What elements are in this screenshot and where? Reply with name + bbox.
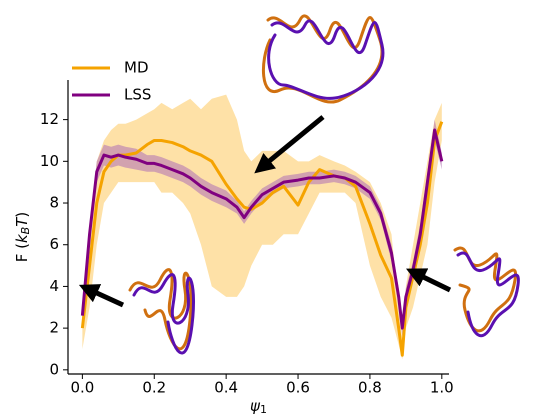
legend-label: MD — [124, 59, 149, 77]
y-axis-label: F (kBT) — [13, 212, 33, 263]
x-tick-label: 1.0 — [430, 379, 454, 397]
y-tick-label: 6 — [49, 235, 59, 253]
x-axis-label: ψ1 — [250, 397, 267, 416]
plot-area: 0 2 4 6 8 10 12 0.0 0.2 0.4 0.6 0.8 1.0 ψ1 F (kBT) MD LS… — [13, 59, 454, 416]
x-tick-label: 0.8 — [358, 379, 382, 397]
series-line — [80, 121, 444, 357]
confidence-band — [82, 119, 442, 337]
y-tick-label: 2 — [49, 319, 59, 337]
x-tick-label: 0.2 — [142, 379, 166, 397]
x-label-sub: 1 — [260, 403, 267, 416]
y-label-part: F ( — [13, 243, 31, 262]
y-label-part: k — [13, 233, 31, 243]
series-line — [80, 128, 444, 330]
arrows — [78, 115, 452, 308]
y-tick-label: 0 — [49, 360, 59, 378]
y-tick-label: 8 — [49, 194, 59, 212]
y-tick-label: 12 — [40, 110, 59, 128]
x-tick-label: 0.0 — [70, 379, 94, 397]
y-tick-label: 10 — [40, 152, 59, 170]
y-label-part: B — [19, 227, 32, 235]
x-tick-label: 0.4 — [214, 379, 238, 397]
x-tick-label: 0.6 — [286, 379, 310, 397]
y-label-part: T — [13, 216, 31, 227]
x-label-part: ψ — [250, 397, 261, 415]
y-tick-label: 4 — [49, 277, 59, 295]
legend-label: LSS — [124, 86, 151, 104]
y-label-part: ) — [13, 212, 31, 218]
confidence-band — [82, 94, 442, 360]
molecule-insets — [128, 14, 520, 355]
